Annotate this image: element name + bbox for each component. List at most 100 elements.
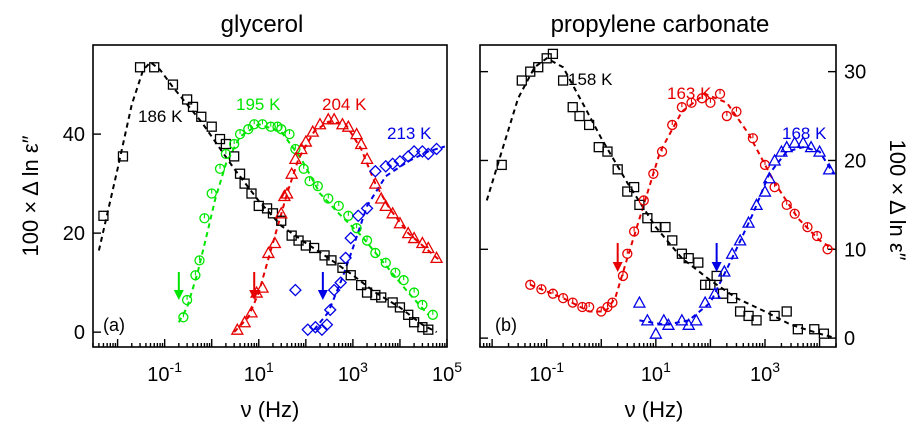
data-point [699,279,711,290]
x-tick-label: 10-1 [529,359,564,386]
data-point [354,137,368,150]
data-point [698,295,712,308]
plot-frame-b [479,44,837,348]
plot-frame-a [92,44,448,348]
data-point [274,206,288,219]
data-point [374,191,388,204]
panel-label-a: (a) [103,315,125,335]
data-point [547,48,559,60]
series-labels-a: 186 K 195 K 204 K 213 K [138,95,432,143]
data-point [238,315,252,328]
x-tick-label: 101 [244,359,274,386]
panel-b: propylene carbonate ν (Hz) 100 × Δ ln ε″… [479,11,910,422]
data-point [751,315,762,326]
data-point [285,166,299,179]
data-point [341,119,355,132]
data-point [326,255,337,266]
x-axis-label-b: ν (Hz) [625,397,684,422]
data-point [769,310,780,322]
data-point [415,236,429,249]
data-point [496,159,507,171]
data-point [584,119,595,131]
data-point [415,145,429,158]
data-point [423,324,434,335]
data-point [206,121,217,132]
data-point [323,303,337,317]
data-point [734,306,746,317]
data-point [708,286,722,299]
data-point [344,231,358,245]
series-label-213k: 213 K [387,124,432,143]
data-point [335,117,350,130]
y-tick-label: 0 [844,328,855,350]
arrows-a [173,272,328,300]
data-point [334,276,348,290]
data-point [429,251,444,264]
data-point [280,186,294,199]
data-point [246,188,257,199]
data-point [230,322,244,335]
x-tick-label: 103 [338,359,368,386]
data-point [315,323,329,337]
data-point [379,199,393,212]
x-axis-label-a: ν (Hz) [241,397,300,422]
data-point [360,201,374,215]
data-point [593,141,604,153]
data-point [368,164,382,178]
data-point [628,181,640,193]
data-point [421,241,435,254]
y-tick-label: 20 [844,150,866,172]
data-point [567,102,578,113]
points-b [496,48,836,339]
data-point [379,159,393,173]
arrows-b [612,243,722,272]
data-point [309,320,322,334]
data-point [339,251,353,265]
data-point [134,62,146,73]
data-point [294,142,308,155]
data-point [320,318,334,332]
data-point [234,168,246,179]
data-point [351,209,365,223]
panel-a: glycerol ν (Hz) 100 × Δ ln ε″ (a) 10-1 10… [18,11,462,422]
panel-label-b: (b) [495,315,517,335]
ticks-b: 10-1 101 103 0 10 20 30 [479,62,866,386]
data-point [660,221,671,233]
data-point [661,317,676,330]
data-point [781,306,792,317]
data-point [642,213,653,224]
data-point [407,145,421,158]
data-point [649,326,663,339]
arrow-head [612,262,623,272]
data-point [557,75,569,86]
series-label-204k: 204 K [322,95,367,114]
series-label-163k: 163 K [667,84,712,103]
data-point [407,231,421,244]
data-point [574,110,585,122]
data-point [117,151,129,162]
data-point [361,287,373,298]
data-point [386,157,400,171]
data-point [393,216,407,229]
y-tick-label: 0 [74,322,85,344]
data-point [822,162,836,175]
data-point [667,235,678,246]
ticks-a: 10-1 101 103 105 0 20 40 [63,124,462,386]
data-point [725,246,739,259]
arrow-head [317,290,328,300]
arrow-head [711,262,722,272]
data-point [689,313,703,326]
data-point [370,289,381,301]
data-point [632,295,647,308]
data-point [749,198,764,211]
data-point [818,328,830,339]
data-point [386,206,400,219]
data-point [300,240,311,251]
data-point [421,147,435,161]
data-point [393,154,407,168]
data-point [812,144,827,157]
fit-line [233,120,441,333]
data-point [657,313,671,326]
fits-b [485,57,837,340]
data-point [267,208,279,219]
